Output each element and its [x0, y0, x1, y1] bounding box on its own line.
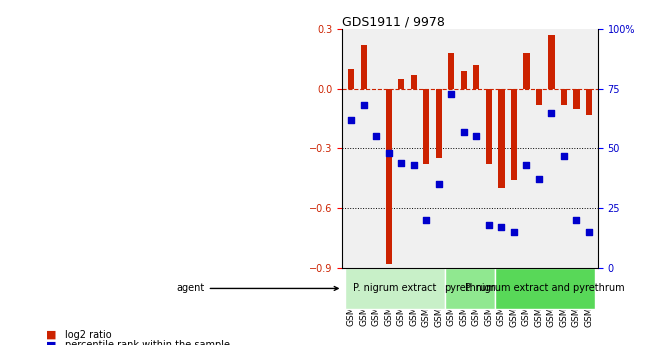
Bar: [473, 65, 480, 89]
FancyBboxPatch shape: [445, 268, 495, 309]
Bar: [348, 69, 354, 89]
Text: ■: ■: [46, 330, 56, 340]
Text: pyrethrum: pyrethrum: [445, 284, 496, 294]
Bar: [549, 35, 554, 89]
Point: [371, 134, 382, 139]
Point: [396, 160, 406, 166]
Point: [421, 217, 432, 223]
Point: [384, 150, 394, 156]
Point: [546, 110, 556, 115]
Point: [559, 153, 569, 158]
Bar: [398, 79, 404, 89]
Point: [471, 134, 482, 139]
Bar: [536, 89, 542, 105]
Text: agent: agent: [176, 284, 338, 294]
Text: GDS1911 / 9978: GDS1911 / 9978: [343, 15, 445, 28]
Point: [584, 229, 594, 235]
Point: [359, 103, 369, 108]
Text: P. nigrum extract and pyrethrum: P. nigrum extract and pyrethrum: [465, 284, 625, 294]
Bar: [448, 53, 454, 89]
Bar: [561, 89, 567, 105]
Point: [346, 117, 356, 122]
Bar: [436, 89, 442, 158]
Text: P. nigrum extract: P. nigrum extract: [354, 284, 437, 294]
Point: [446, 91, 456, 96]
Point: [509, 229, 519, 235]
Text: percentile rank within the sample: percentile rank within the sample: [65, 341, 230, 345]
Bar: [511, 89, 517, 180]
Point: [496, 224, 506, 230]
Point: [534, 177, 544, 182]
Bar: [486, 89, 492, 164]
Text: log2 ratio: log2 ratio: [65, 330, 112, 340]
Point: [521, 162, 532, 168]
FancyBboxPatch shape: [495, 268, 595, 309]
Text: ■: ■: [46, 341, 56, 345]
Bar: [385, 89, 392, 264]
Bar: [411, 75, 417, 89]
Bar: [499, 89, 504, 188]
FancyBboxPatch shape: [345, 268, 445, 309]
Point: [409, 162, 419, 168]
Bar: [586, 89, 592, 115]
Point: [434, 181, 444, 187]
Bar: [573, 89, 580, 109]
Bar: [423, 89, 430, 164]
Point: [484, 222, 494, 227]
Point: [571, 217, 582, 223]
Bar: [461, 71, 467, 89]
Point: [459, 129, 469, 135]
Bar: [361, 45, 367, 89]
Bar: [523, 53, 530, 89]
